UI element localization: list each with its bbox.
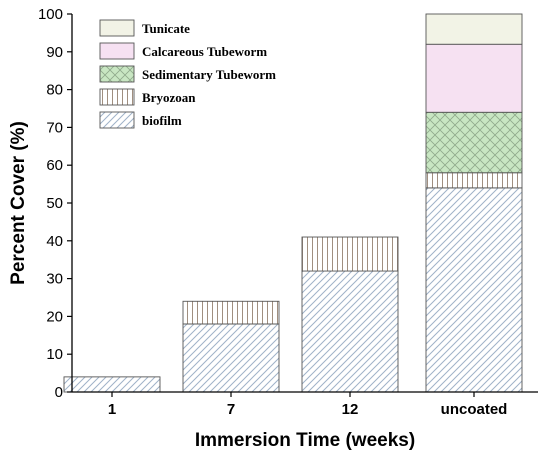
y-tick-label: 30: [46, 271, 63, 288]
plot-area: [63, 13, 523, 393]
bar-segment-calcareous-tubeworm: [425, 43, 523, 113]
y-tick-label: 0: [55, 384, 63, 401]
legend-label: Bryozoan: [142, 90, 196, 105]
x-axis-ticks: 1 7 12 uncoated: [108, 392, 508, 418]
y-axis-ticks: 0 10 20 30 40 50 60 70 80 90 100: [38, 6, 72, 401]
legend-swatch: [99, 88, 135, 106]
legend-swatch: [99, 111, 135, 129]
bar-segment-bryozoan: [425, 172, 523, 189]
legend-label: Sedimentary Tubeworm: [142, 67, 276, 82]
legend-label: Calcareous Tubeworm: [142, 44, 267, 59]
bar-segment-biofilm: [182, 323, 280, 393]
bar-segment-biofilm: [301, 270, 399, 393]
legend-label: biofilm: [142, 113, 182, 128]
legend-swatch: [99, 19, 135, 37]
x-tick-label: 12: [342, 401, 359, 418]
legend: Tunicate Calcareous Tubeworm Sedimentary T…: [99, 19, 276, 129]
y-tick-label: 60: [46, 157, 63, 174]
x-tick-label: 7: [227, 401, 235, 418]
x-tick-label: uncoated: [441, 401, 508, 418]
y-tick-label: 50: [46, 195, 63, 212]
y-tick-label: 100: [38, 6, 63, 23]
x-axis-title: Immersion Time (weeks): [195, 430, 415, 451]
legend-swatch: [99, 65, 135, 83]
bar-segment-biofilm: [63, 376, 161, 393]
bar-segment-bryozoan: [301, 236, 399, 272]
legend-label: Tunicate: [142, 21, 190, 36]
legend-swatch: [99, 42, 135, 60]
y-tick-label: 70: [46, 119, 63, 136]
y-tick-label: 80: [46, 82, 63, 99]
bar-segment-sedimentary-tubeworm: [425, 111, 523, 174]
bar-segment-tunicate: [425, 13, 523, 45]
bar-segment-bryozoan: [182, 300, 280, 325]
bar-segment-biofilm: [425, 187, 523, 393]
y-axis-title: Percent Cover (%): [8, 121, 29, 285]
y-tick-label: 90: [46, 44, 63, 61]
x-tick-label: 1: [108, 401, 116, 418]
y-tick-label: 10: [46, 346, 63, 363]
y-tick-label: 20: [46, 308, 63, 325]
y-tick-label: 40: [46, 233, 63, 250]
